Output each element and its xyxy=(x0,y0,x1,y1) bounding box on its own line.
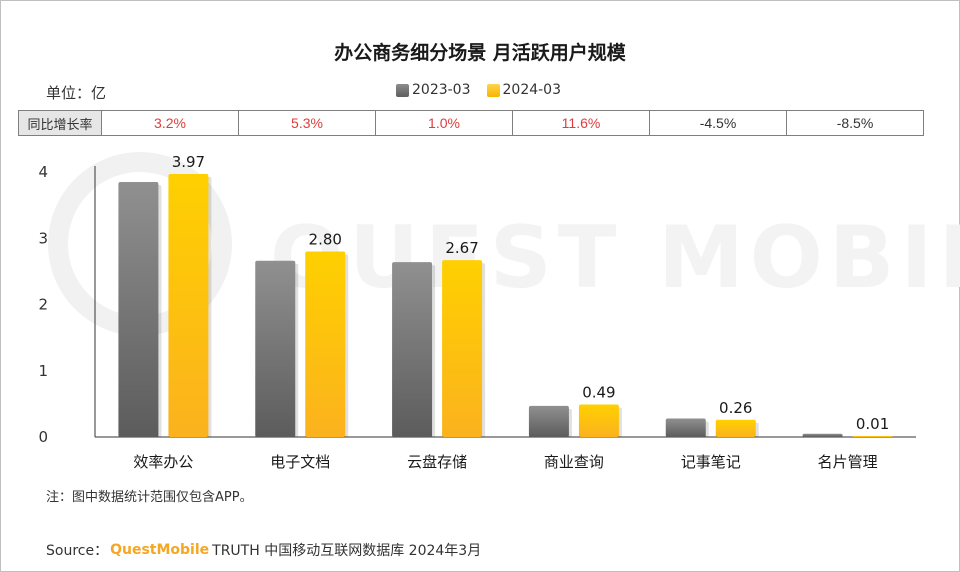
source-line: Source： QuestMobile TRUTH 中国移动互联网数据库 202… xyxy=(46,540,481,560)
x-tick-label: 效率办公 xyxy=(133,453,193,471)
data-label: 0.01 xyxy=(856,415,889,433)
yoy-table: 同比增长率 3.2% 5.3% 1.0% 11.6% -4.5% -8.5% xyxy=(18,110,924,136)
bar xyxy=(715,419,756,437)
y-tick-label: 0 xyxy=(38,428,48,446)
data-label: 2.80 xyxy=(309,231,342,249)
bar xyxy=(168,173,209,438)
bar xyxy=(528,405,569,437)
bar xyxy=(852,436,893,437)
legend-swatch-2024 xyxy=(486,83,500,97)
source-suffix: TRUTH 中国移动互联网数据库 2024年3月 xyxy=(212,543,482,559)
bar xyxy=(392,262,433,437)
legend-item-2024: 2024-03 xyxy=(486,82,562,98)
legend: 2023-03 2024-03 xyxy=(396,82,577,98)
bar xyxy=(305,251,346,437)
yoy-cell: 11.6% xyxy=(512,110,650,136)
legend-item-2023: 2023-03 xyxy=(396,82,471,98)
y-tick-label: 1 xyxy=(38,362,48,380)
bar xyxy=(665,418,706,437)
bar xyxy=(578,404,619,437)
data-label: 0.26 xyxy=(719,399,752,417)
y-tick-label: 3 xyxy=(38,229,48,247)
yoy-cell: 3.2% xyxy=(101,110,239,136)
unit-label: 单位：亿 xyxy=(46,84,107,102)
footnote: 注：图中数据统计范围仅包含APP。 xyxy=(46,490,253,505)
legend-swatch-2023 xyxy=(396,83,409,97)
y-tick-label: 2 xyxy=(38,296,48,314)
x-tick-label: 记事笔记 xyxy=(681,453,741,471)
yoy-cell: -8.5% xyxy=(786,110,924,136)
legend-label-2024: 2024-03 xyxy=(502,82,562,98)
yoy-header: 同比增长率 xyxy=(18,110,102,136)
x-tick-label: 名片管理 xyxy=(818,453,878,471)
yoy-cell: -4.5% xyxy=(649,110,787,136)
chart-title: 办公商务细分场景 月活跃用户规模 xyxy=(334,42,626,64)
yoy-row: 同比增长率 3.2% 5.3% 1.0% 11.6% -4.5% -8.5% xyxy=(18,110,924,136)
bar xyxy=(802,433,843,437)
yoy-cell: 5.3% xyxy=(238,110,376,136)
bar xyxy=(442,260,483,437)
x-tick-label: 商业查询 xyxy=(544,453,604,471)
source-prefix: Source： xyxy=(46,543,109,559)
bar xyxy=(118,181,159,437)
legend-label-2023: 2023-03 xyxy=(412,82,471,98)
source-brand: QuestMobile xyxy=(110,542,210,558)
bar xyxy=(255,260,296,437)
y-tick-label: 4 xyxy=(38,163,48,181)
x-tick-label: 电子文档 xyxy=(270,453,330,471)
data-label: 3.97 xyxy=(172,153,205,171)
yoy-cell: 1.0% xyxy=(375,110,513,136)
watermark-text: QUEST MOBILE xyxy=(270,208,960,308)
data-label: 2.67 xyxy=(445,239,478,257)
x-tick-label: 云盘存储 xyxy=(407,453,467,471)
data-label: 0.49 xyxy=(582,384,615,402)
